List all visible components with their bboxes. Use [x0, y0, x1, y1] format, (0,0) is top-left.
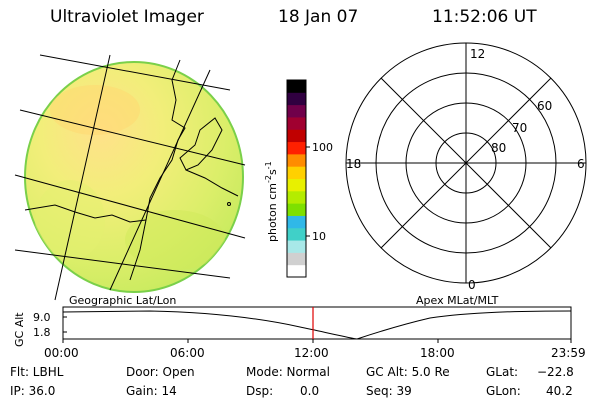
time-tick-2359: 23:59: [551, 346, 586, 360]
geographic-label: Geographic Lat/Lon: [69, 294, 176, 307]
colorbar-cell: [287, 129, 306, 143]
colorbar-cell: [287, 264, 306, 278]
seq-readout: Seq: 39: [366, 384, 412, 398]
gain-readout: Gain: 14: [126, 384, 177, 398]
time-tick-0600: 06:00: [170, 346, 205, 360]
mode-readout: Mode: Normal: [246, 365, 330, 379]
uv-image-disk: [24, 61, 244, 293]
time-readout: 11:52:06 UT: [432, 7, 537, 27]
time-tick-0000: 00:00: [44, 346, 79, 360]
mlat-label-70: 70: [512, 121, 527, 135]
altitude-timeline: GC Alt 9.0 1.8: [13, 306, 572, 347]
colorbar-cell: [287, 153, 306, 167]
colorbar-cell: [287, 178, 306, 192]
gc-alt-readout: GC Alt: 5.0 Re: [366, 365, 450, 379]
colorbar-unit-label: photon cm-2s-1: [264, 161, 279, 242]
colorbar-tick-10: 10: [312, 230, 326, 243]
door-readout: Door: Open: [126, 365, 195, 379]
colorbar-cell: [287, 166, 306, 179]
ip-readout: IP: 36.0: [10, 384, 56, 398]
timeline-ymax: 9.0: [33, 311, 51, 324]
coastline-outline: [24, 59, 239, 281]
glon-value: 40.2: [546, 384, 573, 398]
timeline-ymin: 1.8: [33, 326, 51, 339]
mlt-label-18: 18: [346, 157, 361, 171]
colorbar-cell: [287, 92, 306, 106]
dsp-label: Dsp:: [246, 384, 274, 398]
colorbar-cell: [287, 240, 306, 253]
mlt-label-12: 12: [470, 47, 485, 61]
mlt-label-6: 6: [577, 157, 585, 171]
colorbar-cell: [287, 227, 306, 241]
polar-plot: [345, 42, 587, 284]
mlat-label-60: 60: [537, 99, 552, 113]
glon-label: GLon:: [486, 384, 521, 398]
colorbar-cell: [287, 203, 306, 216]
app-title: Ultraviolet Imager: [50, 7, 204, 27]
colorbar: 100 10 photon cm-2s-1: [264, 79, 333, 278]
colorbar-cell: [287, 190, 306, 204]
filter-readout: Flt: LBHL: [10, 365, 64, 379]
glat-value: −22.8: [537, 365, 574, 379]
colorbar-cell: [287, 252, 306, 266]
mlat-label-80: 80: [491, 141, 506, 155]
colorbar-cell: [287, 116, 306, 130]
mlt-label-0: 0: [468, 278, 476, 292]
timeline-ylabel: GC Alt: [13, 312, 26, 347]
time-tick-1800: 18:00: [420, 346, 455, 360]
dsp-value: 0.0: [300, 384, 320, 398]
date-readout: 18 Jan 07: [278, 7, 359, 27]
colorbar-cell: [287, 80, 306, 93]
glat-label: GLat:: [486, 365, 519, 379]
colorbar-cell: [287, 141, 306, 155]
colorbar-tick-100: 100: [312, 141, 333, 154]
colorbar-cell: [287, 215, 306, 229]
geographic-grid: [14, 54, 246, 301]
apex-label: Apex MLat/MLT: [416, 294, 499, 307]
time-tick-1200: 12:00: [294, 346, 329, 360]
colorbar-cell: [287, 104, 306, 118]
